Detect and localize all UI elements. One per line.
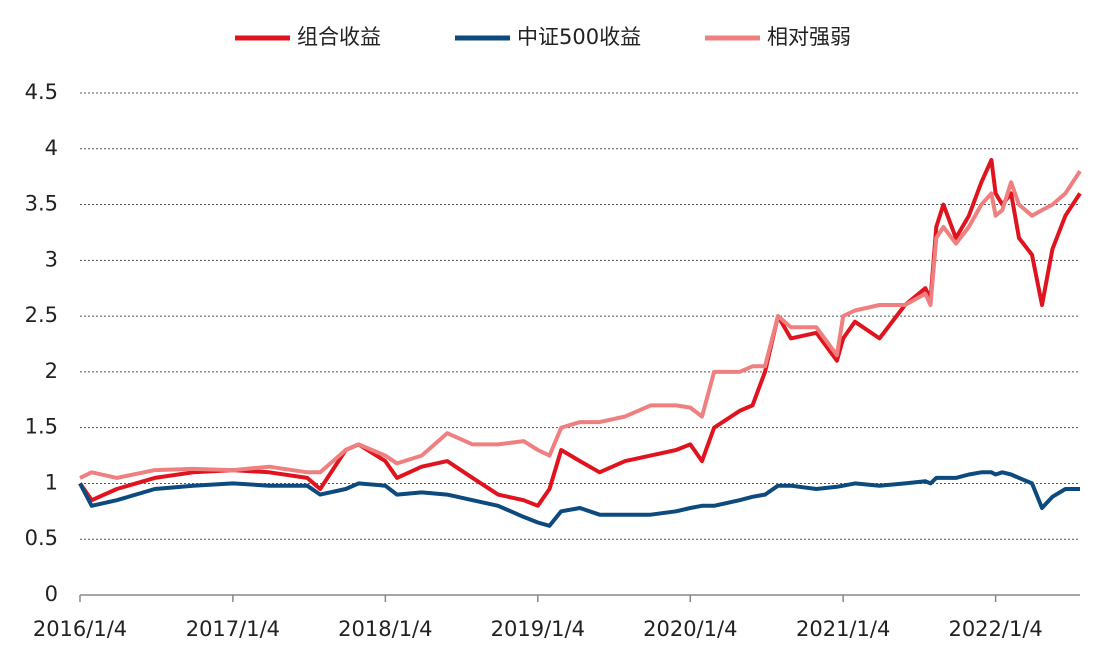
x-tick-label: 2016/1/4 (33, 617, 127, 641)
y-tick-label: 0 (45, 582, 58, 606)
series-line (79, 170, 1082, 480)
x-tick-label: 2018/1/4 (338, 617, 432, 641)
y-tick-label: 4.5 (25, 80, 58, 104)
legend-label: 相对强弱 (767, 25, 851, 49)
legend-label: 组合收益 (297, 25, 381, 49)
x-tick-label: 2021/1/4 (796, 617, 890, 641)
x-tick-label: 2019/1/4 (491, 617, 585, 641)
legend-label: 中证500收益 (517, 25, 641, 49)
x-tick-label: 2017/1/4 (186, 617, 280, 641)
series-line (78, 157, 1082, 508)
y-tick-label: 2 (45, 359, 58, 383)
y-tick-label: 2.5 (25, 303, 58, 327)
series-line (78, 470, 1080, 528)
x-tick-label: 2022/1/4 (948, 617, 1042, 641)
y-tick-label: 1.5 (25, 415, 58, 439)
y-tick-label: 0.5 (25, 526, 58, 550)
y-tick-label: 1 (45, 470, 58, 494)
y-tick-label: 4 (45, 136, 58, 160)
y-tick-label: 3.5 (25, 192, 58, 216)
x-tick-label: 2020/1/4 (643, 617, 737, 641)
y-tick-label: 3 (45, 247, 58, 271)
